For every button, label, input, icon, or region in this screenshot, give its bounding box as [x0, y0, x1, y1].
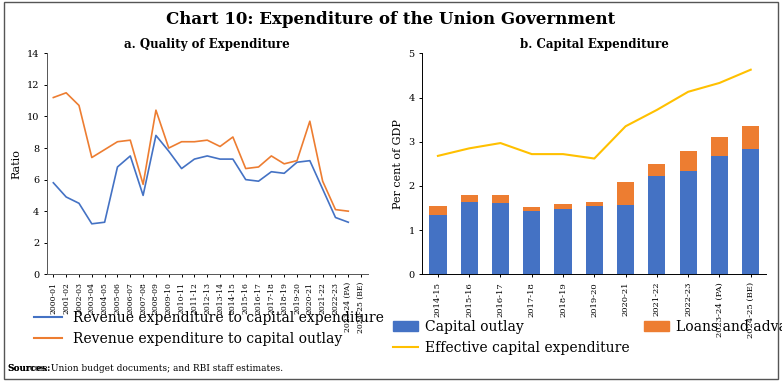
- Bar: [586, 206, 603, 274]
- Bar: [711, 137, 728, 156]
- Bar: [680, 152, 697, 171]
- Text: Sources:: Sources:: [8, 364, 52, 373]
- Y-axis label: Per cent of GDP: Per cent of GDP: [393, 119, 403, 209]
- Effective capital expenditure: [652, 107, 662, 112]
- Bar: [429, 206, 447, 215]
- Legend: Revenue expenditure to capital expenditure, Revenue expenditure to capital outla: Revenue expenditure to capital expenditu…: [28, 305, 389, 351]
- Bar: [492, 195, 509, 203]
- Legend: Capital outlay, Effective capital expenditure, Loans and advances: Capital outlay, Effective capital expend…: [388, 314, 782, 360]
- Bar: [648, 176, 665, 274]
- Y-axis label: Ratio: Ratio: [11, 149, 21, 179]
- Bar: [461, 195, 478, 202]
- Effective capital expenditure: [683, 90, 693, 94]
- Bar: [429, 215, 447, 274]
- Effective capital expenditure: [590, 156, 599, 161]
- Effective capital expenditure: [433, 154, 443, 158]
- Bar: [492, 203, 509, 274]
- Text: Chart 10: Expenditure of the Union Government: Chart 10: Expenditure of the Union Gover…: [167, 11, 615, 29]
- Effective capital expenditure: [715, 81, 724, 85]
- Bar: [711, 156, 728, 274]
- Bar: [648, 164, 665, 176]
- Effective capital expenditure: [621, 124, 630, 128]
- Effective capital expenditure: [746, 67, 755, 72]
- Line: Effective capital expenditure: Effective capital expenditure: [438, 70, 751, 158]
- Bar: [617, 205, 634, 274]
- Bar: [680, 171, 697, 274]
- Bar: [742, 126, 759, 149]
- Bar: [461, 202, 478, 274]
- Bar: [586, 202, 603, 206]
- Title: b. Capital Expenditure: b. Capital Expenditure: [520, 38, 669, 51]
- Effective capital expenditure: [527, 152, 536, 156]
- Bar: [554, 203, 572, 209]
- Title: a. Quality of Expenditure: a. Quality of Expenditure: [124, 38, 290, 51]
- Bar: [523, 211, 540, 274]
- Bar: [742, 149, 759, 274]
- Effective capital expenditure: [558, 152, 568, 156]
- Bar: [523, 207, 540, 211]
- Text: Sources: Union budget documents; and RBI staff estimates.: Sources: Union budget documents; and RBI…: [8, 364, 283, 373]
- Effective capital expenditure: [465, 146, 474, 150]
- Bar: [617, 181, 634, 205]
- Effective capital expenditure: [496, 141, 505, 145]
- Bar: [554, 209, 572, 274]
